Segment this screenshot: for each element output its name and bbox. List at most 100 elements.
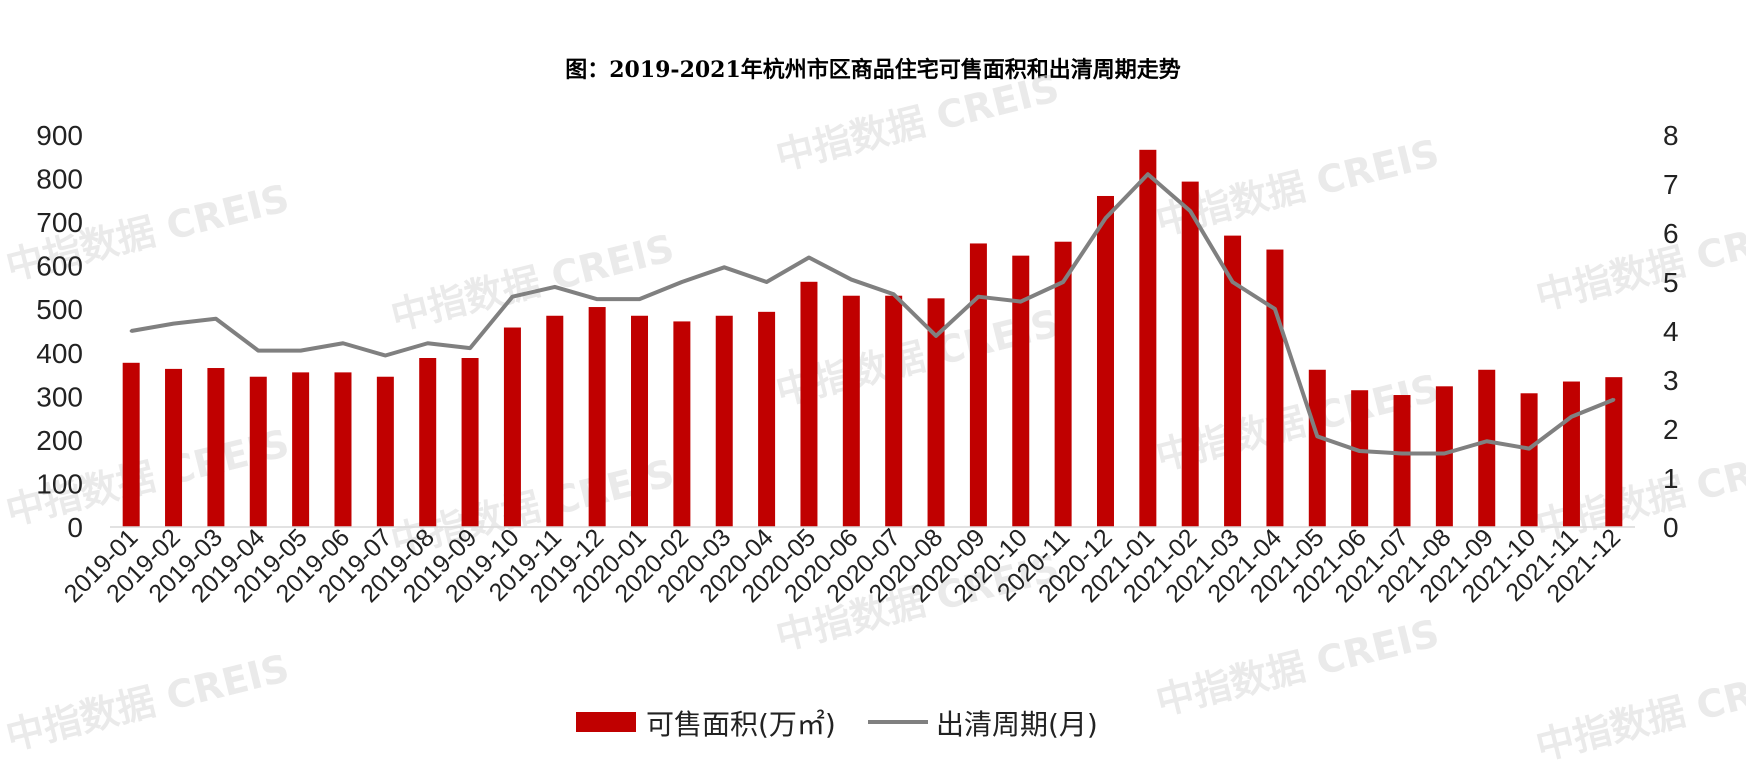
bar [376, 376, 394, 527]
line-point [129, 329, 133, 333]
line-point [510, 295, 514, 299]
line-point [1612, 398, 1616, 402]
line-point [299, 349, 303, 353]
line-point [1485, 439, 1489, 443]
y-left-tick-label: 300 [36, 381, 83, 412]
y-right-tick-label: 7 [1663, 169, 1679, 200]
line-point [1442, 452, 1446, 455]
y-left-tick-label: 0 [67, 512, 83, 543]
bar [1096, 195, 1114, 527]
legend: 可售面积(万㎡) 出清周期(月) [576, 708, 1098, 741]
y-axis-left: 0 100 200 300 400 500 600 700 800 900 [36, 120, 83, 543]
y-right-tick-label: 3 [1663, 365, 1679, 396]
line-point [383, 354, 387, 357]
watermark-text: 中指数据 CREIS [1532, 656, 1746, 760]
bar [1351, 390, 1369, 527]
line-point [1527, 447, 1531, 451]
bar [1139, 149, 1157, 527]
line-point [934, 334, 938, 338]
line-point [849, 278, 853, 282]
bar [715, 315, 733, 527]
bar [122, 362, 140, 527]
line-point [976, 295, 980, 299]
bar [1181, 181, 1199, 528]
line-point [1358, 449, 1362, 453]
bar [1562, 381, 1580, 527]
line-point [1061, 280, 1065, 284]
bar [1478, 369, 1496, 527]
legend-label-line: 出清周期(月) [936, 708, 1098, 741]
line-point [722, 265, 726, 269]
bar [165, 368, 183, 527]
y-axis-right: 0 1 2 3 4 5 6 7 8 [1663, 120, 1679, 543]
bar [249, 376, 267, 527]
line-point [1146, 172, 1150, 176]
bar [842, 295, 860, 527]
legend-label-bar: 可售面积(万㎡) [646, 708, 836, 741]
bar [758, 311, 776, 527]
y-right-tick-label: 8 [1663, 120, 1679, 151]
bar [334, 372, 352, 527]
line-path [130, 172, 1615, 456]
bar [1224, 235, 1242, 527]
y-left-tick-label: 600 [36, 251, 83, 282]
bar [419, 358, 437, 527]
y-left-tick-label: 800 [36, 164, 83, 195]
bar [673, 321, 691, 527]
bar [1435, 386, 1453, 527]
line-point [1400, 452, 1404, 455]
line-point [1188, 209, 1192, 213]
line-point [638, 297, 642, 301]
bar [292, 372, 310, 527]
bar [588, 307, 606, 527]
y-right-tick-label: 5 [1663, 267, 1679, 298]
line-point [1103, 216, 1107, 220]
line-point [892, 292, 896, 296]
y-left-tick-label: 100 [36, 468, 83, 499]
bar [1266, 249, 1284, 527]
line-point [1569, 415, 1573, 419]
x-axis: 2019-012019-022019-032019-042019-052019-… [59, 523, 1635, 608]
line-point [1273, 307, 1277, 311]
bar [1393, 395, 1411, 527]
line-point [595, 297, 599, 301]
bar [1520, 393, 1538, 527]
bar-series [122, 149, 1623, 528]
line-point [341, 341, 345, 345]
line-point [256, 349, 260, 353]
bar [631, 315, 649, 527]
line-point [426, 341, 430, 345]
line-point [765, 280, 769, 284]
y-left-tick-label: 900 [36, 120, 83, 151]
line-point [1019, 300, 1023, 304]
watermark-text: 中指数据 CREIS [2, 646, 294, 759]
bar [1605, 377, 1623, 527]
y-right-tick-label: 4 [1663, 316, 1679, 347]
y-right-tick-label: 6 [1663, 218, 1679, 249]
line-point [807, 256, 811, 259]
chart-title: 图：2019-2021年杭州市区商品住宅可售面积和出清周期走势 [565, 57, 1181, 83]
bar [546, 315, 564, 527]
line-point [214, 317, 218, 321]
legend-swatch-bar [576, 712, 636, 732]
bar [207, 368, 225, 527]
bar [1308, 369, 1326, 527]
line-point [1231, 280, 1235, 284]
line-point [172, 322, 176, 326]
line-series [129, 172, 1616, 456]
bar [969, 243, 987, 527]
watermark-text: 中指数据 CREIS [1532, 206, 1746, 319]
y-right-tick-label: 2 [1663, 414, 1679, 445]
bar [1012, 255, 1030, 527]
y-left-tick-label: 400 [36, 338, 83, 369]
y-left-tick-label: 200 [36, 425, 83, 456]
y-right-tick-label: 1 [1663, 463, 1679, 494]
watermark-text: 中指数据 CREIS [772, 66, 1064, 179]
watermark-text: 中指数据 CREIS [1152, 611, 1444, 724]
line-point [1315, 434, 1319, 438]
y-left-tick-label: 700 [36, 207, 83, 238]
bar [461, 358, 479, 527]
bar [927, 298, 945, 527]
bar [800, 281, 818, 527]
